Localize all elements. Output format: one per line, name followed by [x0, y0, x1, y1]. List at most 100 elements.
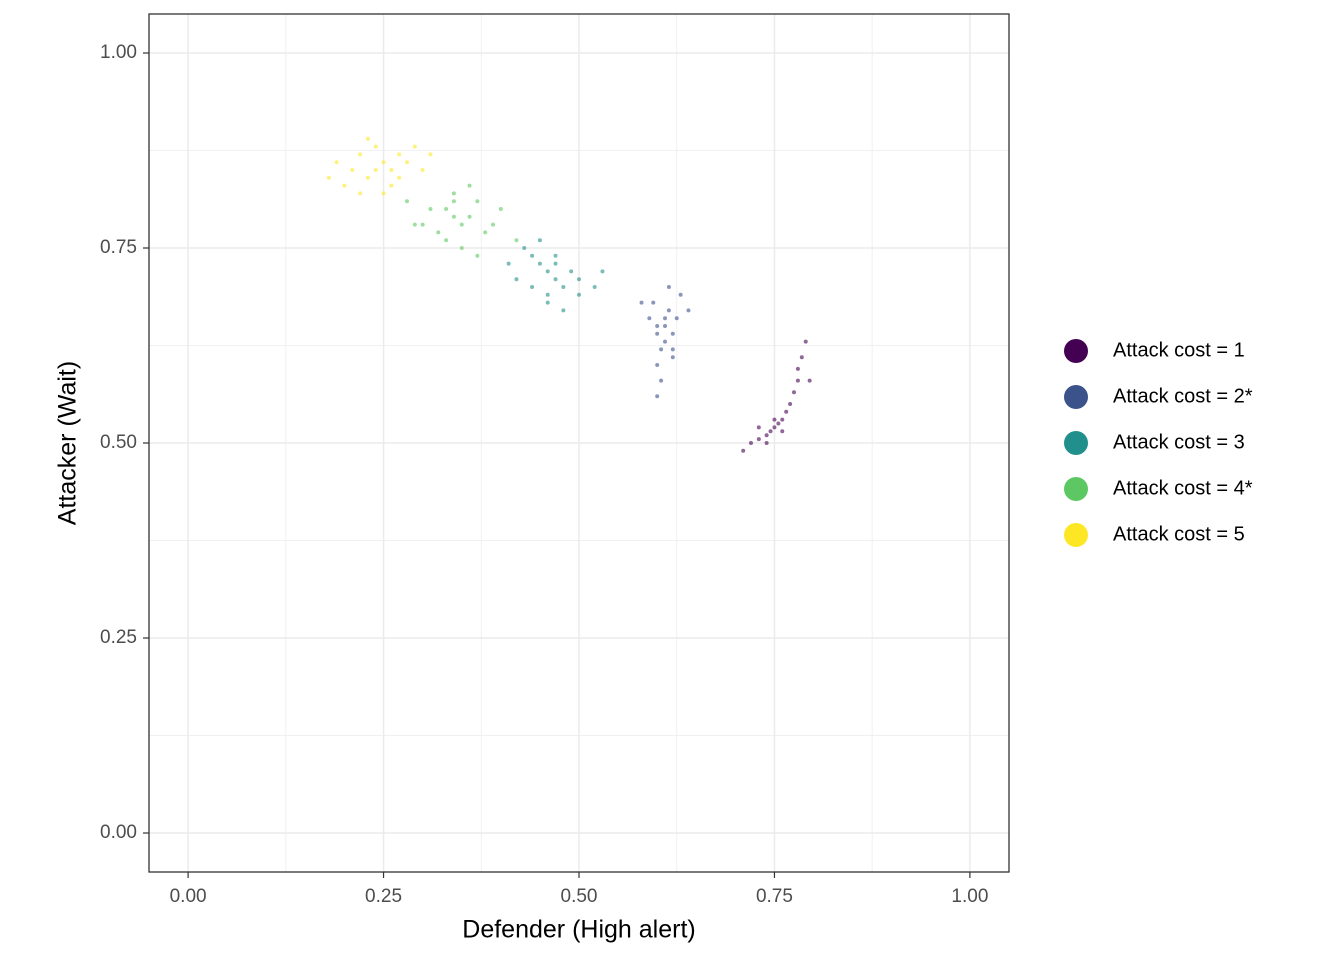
point — [561, 285, 566, 289]
y-tick-label: 0.50 — [100, 432, 137, 453]
point — [768, 429, 773, 434]
legend-label: Attack cost = 1 — [1113, 339, 1245, 361]
point — [663, 316, 667, 321]
x-tick-label: 0.00 — [170, 886, 207, 907]
point — [764, 441, 769, 445]
legend-swatch — [1064, 523, 1088, 547]
point — [373, 168, 378, 172]
point — [663, 324, 667, 328]
point — [451, 191, 456, 196]
point — [600, 269, 605, 274]
point — [803, 339, 808, 344]
point — [780, 417, 785, 422]
point — [670, 355, 675, 360]
point — [655, 363, 660, 367]
point — [655, 394, 660, 399]
point — [795, 366, 800, 371]
point — [577, 277, 581, 282]
point — [514, 277, 519, 282]
point — [420, 222, 425, 227]
point — [772, 425, 777, 430]
point — [666, 285, 671, 289]
point — [756, 437, 761, 442]
point — [381, 160, 386, 165]
point — [670, 347, 675, 352]
point — [412, 144, 417, 149]
point — [655, 324, 660, 328]
point — [569, 269, 574, 274]
point — [788, 402, 793, 406]
point — [659, 378, 664, 383]
point — [444, 207, 449, 211]
point — [537, 238, 542, 243]
point — [592, 285, 597, 289]
point — [326, 175, 331, 180]
point — [577, 292, 581, 297]
x-tick-label: 0.50 — [561, 886, 598, 907]
point — [459, 222, 464, 227]
point — [776, 421, 781, 426]
point — [467, 183, 472, 188]
point — [663, 339, 667, 344]
point — [342, 183, 347, 188]
point — [749, 441, 753, 445]
x-tick-label: 0.25 — [365, 886, 402, 907]
legend-label: Attack cost = 5 — [1113, 523, 1245, 545]
point — [764, 433, 769, 438]
point — [756, 425, 761, 430]
point — [514, 238, 519, 243]
point — [475, 199, 480, 204]
point — [741, 448, 746, 453]
point — [451, 199, 456, 204]
point — [780, 429, 785, 434]
point — [545, 292, 550, 297]
point — [365, 175, 370, 180]
point — [795, 378, 800, 383]
point — [506, 261, 511, 266]
point — [389, 168, 394, 172]
point — [639, 300, 644, 305]
point — [792, 390, 796, 395]
point — [358, 191, 363, 196]
point — [522, 246, 527, 250]
point — [561, 308, 566, 313]
plot-border — [148, 13, 1010, 873]
legend-label: Attack cost = 2* — [1113, 385, 1253, 407]
point — [334, 160, 339, 165]
point — [365, 136, 370, 141]
y-tick-label: 1.00 — [100, 42, 137, 63]
point — [436, 230, 441, 235]
point — [475, 253, 480, 258]
point — [483, 230, 488, 235]
legend-label: Attack cost = 4* — [1113, 477, 1253, 499]
legend-swatch — [1064, 431, 1088, 455]
y-tick-label: 0.75 — [100, 237, 137, 258]
point — [405, 199, 409, 204]
x-axis-title: Defender (High alert) — [462, 916, 695, 944]
point — [659, 347, 664, 352]
point — [397, 175, 402, 180]
point — [553, 277, 558, 282]
point — [670, 331, 675, 336]
legend-swatch — [1064, 339, 1088, 363]
point — [784, 409, 789, 414]
y-axis-title: Attacker (Wait) — [54, 361, 82, 525]
point — [358, 152, 363, 157]
point — [530, 253, 535, 258]
point — [674, 316, 679, 321]
point — [799, 355, 804, 360]
point — [772, 417, 777, 422]
legend-swatch — [1064, 385, 1088, 409]
point — [545, 300, 550, 305]
legend-swatch — [1064, 477, 1088, 501]
point — [678, 292, 683, 297]
point — [647, 316, 652, 321]
point — [373, 144, 378, 149]
point — [537, 261, 542, 266]
point — [350, 168, 355, 172]
point — [491, 222, 495, 227]
point — [553, 261, 558, 266]
point — [545, 269, 550, 274]
point — [530, 285, 535, 289]
